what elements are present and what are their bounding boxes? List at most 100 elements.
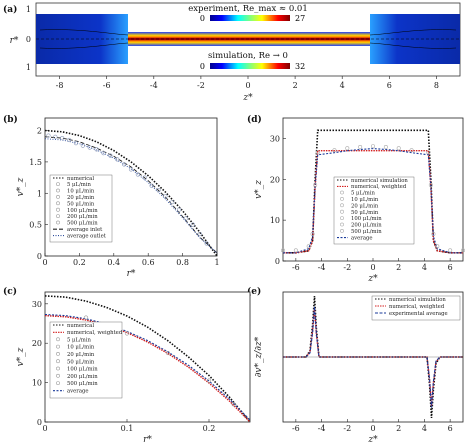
xtick-label: 6 [448,424,453,433]
xtick-label: 2 [396,424,401,433]
data-point [448,248,453,253]
legend-label: 10 μL/min [67,189,95,195]
legend-label: numerical, weighted [351,184,407,190]
data-point [204,241,209,246]
legend-swatch [56,182,60,187]
panel-b: 0 0.2 0.4 0.6 0.8 1 0 0.5 1 1.5 2 r* v*_z numerical5 … [16,117,220,279]
panel-a-xtick-label: 6 [387,81,392,90]
legend-label: 200 μL/min [351,223,382,229]
legend-label: 5 μL/min [67,337,92,343]
panel-a-xtick-label: 4 [340,81,345,90]
legend-label: numerical, weighted [67,330,123,336]
data-point [46,133,51,138]
legend-swatch [56,337,60,342]
legend-label: 20 μL/min [351,203,379,209]
xtick-label: 6 [448,263,453,272]
ytick-label: 1 [37,189,42,198]
legend-swatch [340,203,344,208]
ytick-label: 0 [37,252,42,261]
ytick-label: 20 [270,175,280,184]
panel-c-letter: (c) [3,286,17,297]
panel-a-xtick-label: 2 [293,81,298,90]
legend-label: numerical simulation [351,178,408,184]
data-point [83,315,89,320]
xtick-label: 2 [396,263,401,272]
legend-label: 500 μL/min [351,229,382,235]
ytick-label: 1.5 [29,158,42,167]
xtick-label: 1 [214,258,219,267]
data-point [315,150,320,155]
data-point [165,350,171,356]
data-point [313,183,318,188]
panel-a-xtick-label: -2 [197,81,205,90]
legend-label: 200 μL/min [67,374,98,380]
xtick-label: 0.1 [121,424,134,433]
y-axis-label: v*_z [254,180,264,199]
panel-e: -6 -4 -2 0 2 4 6 z* ∂v*_z/∂z* numerical simulatio… [254,291,464,445]
legend-swatch [56,344,60,349]
series-line [283,306,463,408]
panel-d: -6 -4 -2 0 2 4 6 0 10 20 30 z* v*_z numerical simulat… [254,117,465,284]
legend-swatch [340,196,344,201]
panel-a-xtick-label: 8 [434,81,439,90]
series-line [44,136,218,254]
series-line [44,295,251,423]
legend-label: 5 μL/min [67,182,92,188]
ytick-label: 20 [32,339,42,348]
streamline [39,42,129,49]
data-point [87,145,92,150]
data-point [190,222,196,227]
legend-box [49,174,113,243]
data-point [435,244,440,249]
panel-c: 0 0.1 0.2 0 10 20 30 r* v*_z numericalnumerical, … [16,291,251,445]
data-point [124,331,130,336]
panel-a-xlabel: z* [242,93,253,103]
legend-box [371,295,461,321]
series-line [283,149,463,254]
legend-label: 5 μL/min [351,191,376,197]
data-point [177,207,182,212]
legend-box [333,176,415,245]
xtick-label: 0.8 [176,258,189,267]
colorbar-top-min: 0 [200,14,205,23]
panel-a-xtick-label: -8 [56,81,64,90]
data-point [358,145,363,150]
data-point [306,244,311,249]
panel-e-letter: (e) [247,286,261,297]
legend-label: 500 μL/min [67,381,98,387]
panel-a-ytick: 1 [26,63,31,72]
xtick-label: 0 [42,258,47,267]
ytick-label: 10 [32,379,42,388]
legend-label: numerical simulation [389,297,446,303]
xtick-label: -2 [343,424,351,433]
legend-swatch [56,194,60,199]
data-point [460,248,465,253]
panel-a-xticks: -8 -6 -4 -2 0 2 4 6 8 [56,76,439,90]
colorbar-bottom-max: 32 [295,62,305,71]
ytick-label: 10 [270,216,280,225]
xtick-label: 4 [422,424,427,433]
data-point [206,378,212,383]
xtick-label: 0 [370,263,375,272]
legend-label: 50 μL/min [67,201,95,207]
data-point [73,140,79,146]
legend-swatch [340,216,344,221]
xtick-label: -6 [292,424,300,433]
data-point [280,248,285,253]
y-axis-label: ∂v*_z/∂z* [254,336,264,377]
data-point [332,148,337,153]
legend-label: numerical [67,176,94,182]
xtick-label: -4 [318,263,326,272]
data-point [163,194,168,199]
data-point [149,183,154,188]
data-point [60,135,65,141]
legend-label: experimental average [389,311,448,317]
panel-a-yticks: 1 0 1 [26,5,31,72]
legend-label: average [67,389,89,395]
panel-d-letter: (d) [247,114,262,125]
ytick-label: 0.5 [29,221,42,230]
panel-a-letter: (a) [3,4,17,15]
panel-a: (a) experiment, Re_max ≈ 0.01 0 27 simul… [3,2,461,103]
legend-label: 10 μL/min [351,197,379,203]
